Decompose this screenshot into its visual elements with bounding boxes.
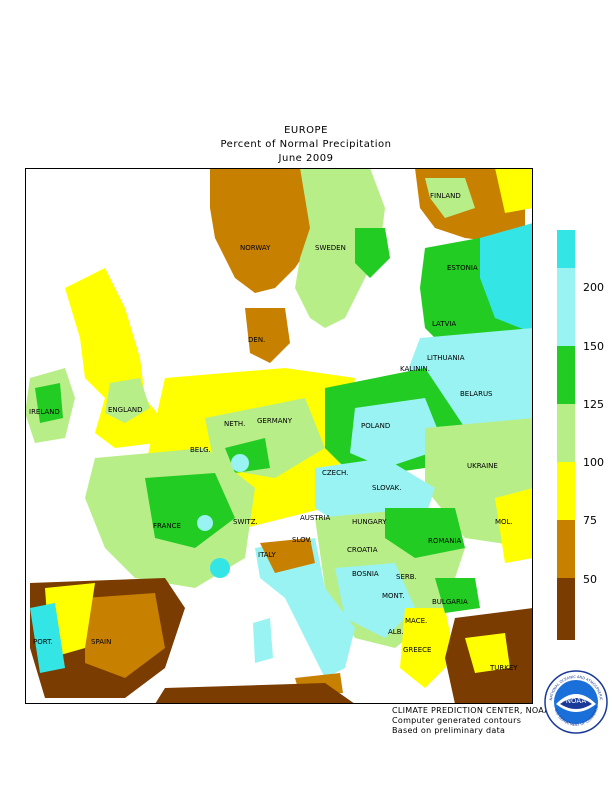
- label-switz: SWITZ.: [233, 518, 258, 526]
- contour-finland-light: [425, 178, 475, 218]
- label-romania: ROMANIA: [428, 537, 462, 545]
- contour-france-cyan: [197, 515, 213, 531]
- label-germany: GERMANY: [257, 417, 293, 425]
- land-italy: [255, 538, 355, 678]
- contour-romania-green: [385, 508, 465, 558]
- contour-provence-cyan: [210, 558, 230, 578]
- label-england: ENGLAND: [108, 406, 143, 414]
- label-greece: GREECE: [403, 646, 431, 654]
- legend-band-above-200: [557, 230, 575, 268]
- contour-bulgaria-green: [435, 578, 480, 613]
- contour-england-green: [105, 378, 150, 423]
- label-sweden: SWEDEN: [315, 244, 346, 252]
- noaa-logo: NOAA NATIONAL OCEANIC AND ATMOSPHERIC AD…: [544, 670, 608, 734]
- land-north-africa: [155, 683, 355, 704]
- map-frame: [25, 168, 533, 704]
- legend-band-125-150: [557, 346, 575, 404]
- legend-tick-125: 125: [583, 398, 604, 411]
- label-poland: POLAND: [361, 422, 390, 430]
- label-finland: FINLAND: [430, 192, 461, 200]
- label-kalinin: KALININ.: [400, 365, 430, 373]
- contour-turkey-yellow: [465, 633, 510, 673]
- contour-sweden-green: [355, 228, 390, 278]
- precipitation-map: NORWAY SWEDEN FINLAND ESTONIA LATVIA LIT…: [25, 168, 533, 704]
- label-neth: NETH.: [224, 420, 245, 428]
- label-ireland: IRELAND: [29, 408, 60, 416]
- legend-tick-150: 150: [583, 340, 604, 353]
- label-port: PORT.: [33, 638, 53, 646]
- legend-band-100-125: [557, 404, 575, 462]
- map-title: EUROPE Percent of Normal Precipitation J…: [0, 124, 612, 166]
- legend-band-below-50: [557, 578, 575, 640]
- legend-tick-100: 100: [583, 456, 604, 469]
- label-croatia: CROATIA: [347, 546, 378, 554]
- country-labels: NORWAY SWEDEN FINLAND ESTONIA LATVIA LIT…: [29, 192, 518, 672]
- label-czech: CZECH.: [322, 469, 348, 477]
- contour-germany-cyan: [231, 454, 249, 472]
- credit-data-note: Based on preliminary data: [392, 726, 506, 735]
- land-norway: [210, 168, 325, 293]
- label-den: DEN.: [248, 336, 265, 344]
- land-sweden: [295, 168, 385, 328]
- map-credits: CLIMATE PREDICTION CENTER, NOAA Computer…: [392, 706, 550, 736]
- label-ukraine: UKRAINE: [467, 462, 498, 470]
- contour-portugal-cyan: [30, 603, 65, 673]
- label-mol: MOL.: [495, 518, 513, 526]
- label-bosnia: BOSNIA: [352, 570, 379, 578]
- label-spain: SPAIN: [91, 638, 111, 646]
- contour-spain-brown: [85, 593, 165, 678]
- label-alb: ALB.: [388, 628, 404, 636]
- legend-tick-50: 50: [583, 573, 597, 586]
- land-greece: [400, 608, 455, 688]
- label-turkey: TURKEY: [489, 664, 518, 672]
- contour-ukraine-yellow: [495, 488, 533, 563]
- land-denmark: [245, 308, 290, 363]
- label-hungary: HUNGARY: [352, 518, 387, 526]
- label-mont: MONT.: [382, 592, 404, 600]
- legend-band-150-200: [557, 268, 575, 346]
- label-lithuania: LITHUANIA: [427, 354, 465, 362]
- contour-baltic-cyan: [480, 223, 533, 333]
- legend-tick-75: 75: [583, 514, 597, 527]
- label-slovak: SLOVAK.: [372, 484, 401, 492]
- contour-balkan-cyan: [335, 563, 415, 638]
- label-latvia: LATVIA: [432, 320, 456, 328]
- label-austria: AUSTRIA: [300, 514, 331, 522]
- label-mace: MACE.: [405, 617, 427, 625]
- contour-france-green: [145, 473, 235, 548]
- legend-band-75-100: [557, 462, 575, 520]
- credit-method: Computer generated contours: [392, 716, 522, 725]
- credit-source: CLIMATE PREDICTION CENTER, NOAA: [392, 706, 551, 715]
- legend-tick-200: 200: [583, 281, 604, 294]
- label-belarus: BELARUS: [460, 390, 493, 398]
- label-italy: ITALY: [258, 551, 277, 559]
- label-bulgaria: BULGARIA: [432, 598, 468, 606]
- contour-italy-brown: [260, 538, 315, 573]
- contour-ireland-green: [35, 383, 63, 423]
- label-belg: BELG.: [190, 446, 211, 454]
- label-norway: NORWAY: [240, 244, 271, 252]
- legend-band-50-75: [557, 520, 575, 578]
- title-region: EUROPE: [284, 125, 328, 136]
- legend-colorbar: 200 150 125 100 75 50: [557, 230, 604, 640]
- title-variable: Percent of Normal Precipitation: [220, 139, 392, 150]
- contour-finland-yellow: [495, 168, 533, 213]
- label-slov: SLOV.: [292, 536, 312, 544]
- contour-poland-cyan: [350, 398, 445, 468]
- label-france: FRANCE: [153, 522, 181, 530]
- title-period: June 2009: [278, 153, 334, 164]
- land-sardinia: [253, 618, 273, 663]
- label-estonia: ESTONIA: [447, 264, 478, 272]
- label-serb: SERB.: [396, 573, 417, 581]
- noaa-logo-text: NOAA: [566, 697, 587, 705]
